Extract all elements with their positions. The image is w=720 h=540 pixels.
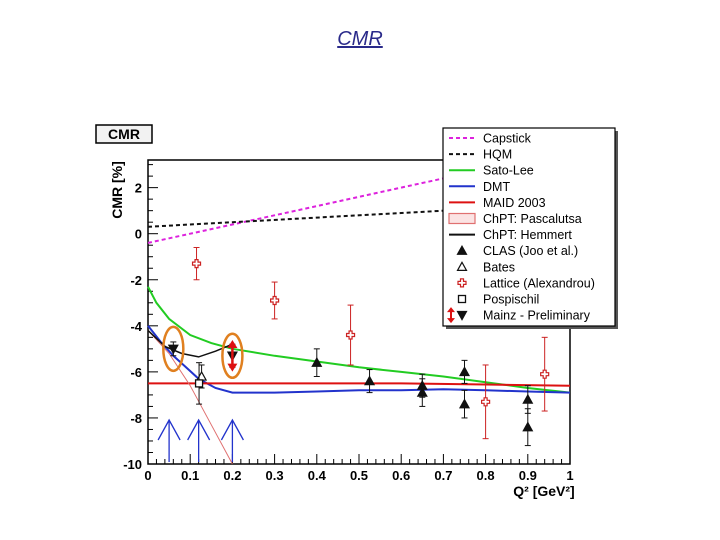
curve-hqm <box>147 209 444 228</box>
legend-label: Capstick <box>483 132 532 146</box>
y-tick-label: -4 <box>130 319 142 334</box>
blue-arrow-head <box>157 418 181 441</box>
highlight-oval <box>162 325 185 373</box>
red-arrow-head <box>227 363 238 372</box>
x-tick-label: 0.2 <box>223 468 241 483</box>
legend-label: Pospischil <box>483 293 539 307</box>
slide-title: CMR <box>337 28 383 50</box>
curve-maid-2003 <box>148 382 571 387</box>
curve-dmt <box>147 325 571 394</box>
legend-swatch <box>457 294 467 304</box>
data-point <box>540 369 550 379</box>
annotations <box>157 325 244 462</box>
data-point <box>364 375 376 386</box>
legend-label: ChPT: Pascalutsa <box>483 212 582 226</box>
x-tick-label: 0.6 <box>392 468 410 483</box>
curve-sato-lee <box>147 286 571 394</box>
chart-title: CMR <box>108 126 140 142</box>
legend-swatch <box>448 212 476 225</box>
highlight-oval <box>221 332 244 380</box>
blue-arrow-head <box>187 418 211 441</box>
data-point <box>270 295 280 306</box>
legend-label: Lattice (Alexandrou) <box>483 276 595 290</box>
data-points <box>167 247 550 447</box>
y-tick-label: -8 <box>130 411 142 426</box>
y-tick-label: -6 <box>130 365 142 380</box>
data-point <box>345 330 356 340</box>
data-point <box>311 356 323 367</box>
legend: Capstick HQM Sato-Lee DMT MAID 2003 ChPT: Pas… <box>442 127 618 329</box>
legend-label: HQM <box>483 148 512 162</box>
x-tick-label: 1 <box>566 468 573 483</box>
legend-label: CLAS (Joo et al.) <box>483 244 578 258</box>
blue-arrow-head <box>220 418 244 441</box>
legend-swatch <box>457 278 467 288</box>
x-tick-label: 0.9 <box>519 468 537 483</box>
legend-label: DMT <box>483 180 510 194</box>
legend-label: Sato-Lee <box>483 164 534 178</box>
axis-ticks: 0 0.1 0.2 0.3 0.4 0.5 0.6 0.7 0.8 0.9 1 2 0 -2 -4 -6 -8 -… <box>123 164 574 483</box>
data-point <box>196 370 208 381</box>
x-tick-label: 0.1 <box>181 468 199 483</box>
legend-label: Mainz - Preliminary <box>483 309 591 323</box>
curves <box>147 177 571 465</box>
legend-label: Bates <box>483 260 515 274</box>
data-point <box>522 421 534 432</box>
x-tick-label: 0.7 <box>434 468 452 483</box>
data-point <box>458 398 471 409</box>
legend-swatch <box>456 310 468 321</box>
red-arrow-head <box>227 339 238 348</box>
legend-swatch <box>456 261 468 271</box>
x-tick-label: 0.8 <box>477 468 495 483</box>
data-point <box>458 366 471 377</box>
x-tick-label: 0 <box>144 468 151 483</box>
y-tick-label: 2 <box>135 181 142 196</box>
curve-capstick <box>147 177 444 244</box>
curve-chpt-hemmert <box>147 329 233 358</box>
y-axis-label: CMR [%] <box>109 161 125 219</box>
curve-chpt-pascalutsa <box>147 330 233 465</box>
chart-title-box <box>95 124 153 144</box>
data-point <box>416 386 428 397</box>
y-tick-label: 0 <box>135 227 142 242</box>
legend-box <box>442 127 616 327</box>
y-tick-label: -10 <box>123 457 142 472</box>
legend-red-arrow-head <box>447 307 455 313</box>
x-tick-label: 0.3 <box>266 468 284 483</box>
legend-label: MAID 2003 <box>483 196 546 210</box>
data-point <box>522 393 534 404</box>
data-point <box>191 259 202 269</box>
x-tick-label: 0.4 <box>308 468 327 483</box>
data-point <box>481 397 491 407</box>
data-point <box>167 344 179 355</box>
y-tick-label: -2 <box>130 273 142 288</box>
x-axis-label: Q² [GeV²] <box>513 483 574 499</box>
data-point <box>194 379 204 388</box>
legend-label: ChPT: Hemmert <box>483 228 572 242</box>
legend-swatch <box>456 244 468 255</box>
legend-red-arrow-head <box>447 318 455 324</box>
x-tick-label: 0.5 <box>350 468 368 483</box>
